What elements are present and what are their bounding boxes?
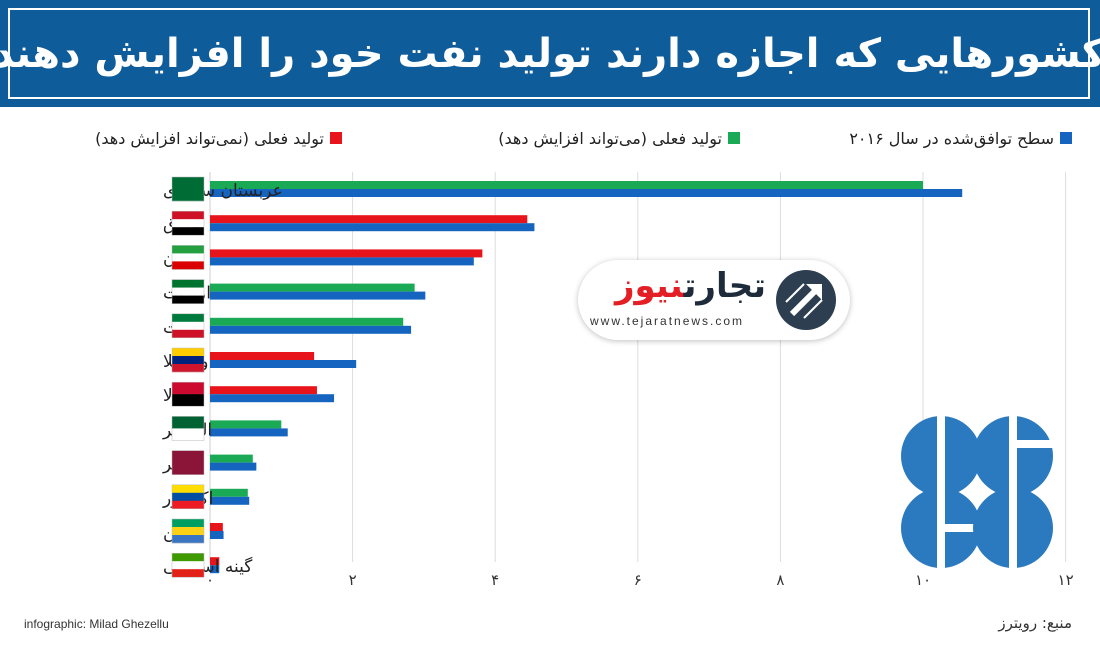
x-tick-label: ۴	[491, 571, 499, 589]
x-tick-label: ۲	[349, 571, 357, 589]
tejaratnews-emblem-icon	[776, 270, 836, 330]
bar-current	[210, 420, 282, 429]
opec-logo	[901, 414, 1057, 570]
bar-current	[210, 386, 317, 395]
legend-label-agreed: سطح توافق‌شده در سال ۲۰۱۶	[849, 128, 1054, 148]
x-tick-label: ۱۲	[1058, 571, 1074, 589]
bar-current	[210, 181, 923, 189]
bar-agreed	[210, 531, 224, 539]
saudi-arabia-flag	[171, 176, 205, 202]
tejaratnews-url: www.tejaratnews.com	[590, 314, 745, 328]
legend-item-agreed: سطح توافق‌شده در سال ۲۰۱۶	[849, 127, 1072, 149]
bar-agreed	[210, 189, 963, 197]
bar-current	[210, 454, 253, 463]
x-tick-label: ۸	[776, 571, 784, 589]
uae-flag	[171, 279, 205, 304]
x-tick-label: ۶	[634, 571, 642, 589]
legend-item-cannot-increase: تولید فعلی (نمی‌تواند افزایش دهد)	[95, 127, 342, 149]
bar-agreed	[210, 257, 474, 266]
qatar-flag	[171, 450, 205, 475]
bar-agreed	[210, 223, 535, 232]
bar-current	[210, 352, 315, 360]
tejaratnews-logo: تجارتنیوز www.tejaratnews.com	[578, 260, 850, 340]
angola-flag	[171, 381, 205, 407]
bar-current	[210, 557, 220, 566]
bar-agreed	[210, 291, 426, 300]
iran-flag	[171, 245, 205, 270]
bar-agreed	[210, 394, 335, 403]
bar-current	[210, 317, 404, 326]
equatorial-guinea-flag	[171, 552, 205, 578]
iraq-flag	[171, 210, 205, 236]
bar-agreed	[210, 462, 257, 471]
infographic-credit: infographic: Milad Ghezellu	[24, 617, 169, 631]
bar-agreed	[210, 428, 288, 437]
bar-current	[210, 523, 223, 531]
legend-label-cannot-increase: تولید فعلی (نمی‌تواند افزایش دهد)	[95, 128, 324, 148]
x-tick-label: ۱۰	[915, 571, 931, 589]
legend-item-can-increase: تولید فعلی (می‌تواند افزایش دهد)	[498, 127, 740, 149]
title-box: کشورهایی که اجازه دارند تولید نفت خود را…	[0, 8, 1100, 99]
algeria-flag	[171, 416, 205, 441]
bar-current	[210, 249, 483, 258]
header-bar: کشورهایی که اجازه دارند تولید نفت خود را…	[0, 0, 1100, 107]
venezuela-flag	[171, 347, 205, 373]
ecuador-flag	[171, 484, 205, 510]
legend-swatch-blue	[1060, 132, 1072, 144]
x-tick-label: ۰	[206, 571, 214, 589]
gabon-flag	[171, 518, 205, 544]
tejaratnews-wordmark: تجارتنیوز	[614, 266, 766, 306]
bar-current	[210, 488, 248, 497]
legend-swatch-red	[330, 132, 342, 144]
bar-agreed	[210, 325, 412, 334]
source-label: منبع: رویترز	[998, 614, 1072, 632]
bar-agreed	[210, 565, 220, 574]
legend-swatch-green	[728, 132, 740, 144]
kuwait-flag	[171, 313, 205, 339]
bar-current	[210, 215, 528, 224]
legend-label-can-increase: تولید فعلی (می‌تواند افزایش دهد)	[498, 128, 722, 148]
bar-agreed	[210, 360, 357, 368]
bar-agreed	[210, 496, 250, 505]
bar-current	[210, 283, 415, 292]
page-title: کشورهایی که اجازه دارند تولید نفت خود را…	[0, 30, 1100, 77]
